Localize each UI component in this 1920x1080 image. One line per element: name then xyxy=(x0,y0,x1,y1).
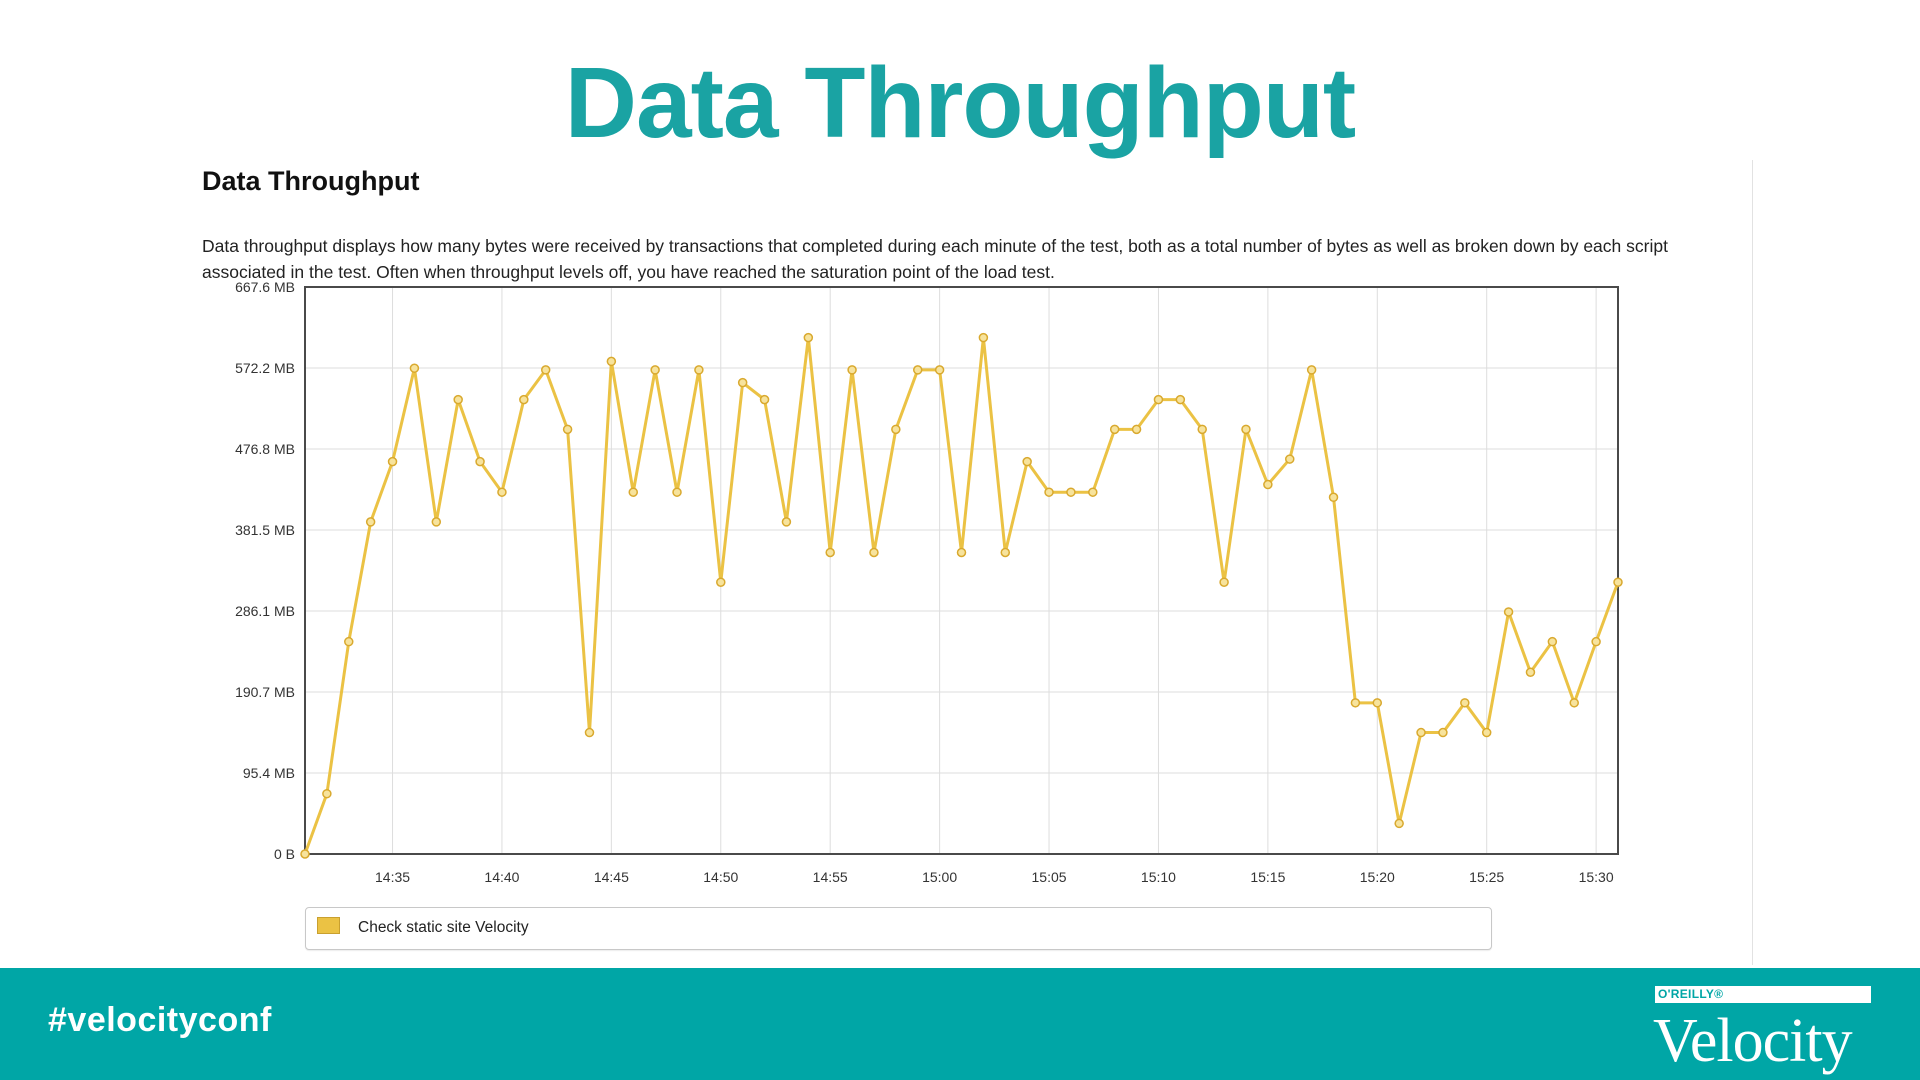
data-point xyxy=(628,487,638,497)
x-tick-label: 15:10 xyxy=(1141,869,1176,885)
footer-bar: #velocityconf O'REILLY® Velocity xyxy=(0,968,1920,1080)
y-tick-label: 286.1 MB xyxy=(235,603,295,619)
panel-divider xyxy=(1752,160,1753,965)
data-point xyxy=(606,356,617,367)
data-point xyxy=(1569,698,1579,708)
data-point xyxy=(1044,487,1054,497)
data-point xyxy=(1306,365,1317,375)
oreilly-logo-strip: O'REILLY® xyxy=(1655,986,1871,1003)
data-point xyxy=(519,394,529,405)
data-point xyxy=(322,788,332,799)
data-point xyxy=(1372,698,1383,708)
data-point xyxy=(1350,698,1361,708)
data-point xyxy=(562,424,573,435)
footer-hashtag: #velocityconf xyxy=(48,1001,272,1039)
data-point xyxy=(1153,394,1164,405)
chart-legend: Check static site Velocity xyxy=(305,907,1492,950)
data-point xyxy=(672,487,682,497)
data-point xyxy=(1000,547,1011,558)
x-tick-label: 14:55 xyxy=(813,869,848,885)
plot-area xyxy=(305,287,1618,854)
data-point xyxy=(1328,492,1339,503)
legend-label[interactable]: Check static site Velocity xyxy=(358,919,529,936)
data-point xyxy=(1219,577,1229,587)
data-point xyxy=(1022,456,1032,467)
data-point xyxy=(737,377,748,388)
data-point xyxy=(409,363,420,373)
data-point xyxy=(1525,667,1536,677)
data-point xyxy=(387,456,398,467)
velocity-logo: Velocity xyxy=(1653,1007,1853,1075)
data-point xyxy=(540,365,551,375)
data-point xyxy=(891,424,901,435)
data-point xyxy=(1438,727,1448,738)
data-point xyxy=(1481,727,1492,738)
x-tick-label: 14:35 xyxy=(375,869,410,885)
data-point xyxy=(912,365,923,375)
data-point xyxy=(978,332,989,343)
data-point xyxy=(759,394,770,405)
data-point xyxy=(716,577,726,587)
section-heading: Data Throughput xyxy=(202,166,420,196)
data-point xyxy=(934,365,945,375)
y-tick-label: 476.8 MB xyxy=(235,441,295,457)
x-tick-label: 15:00 xyxy=(922,869,957,885)
data-point xyxy=(956,547,967,558)
data-point xyxy=(497,487,507,497)
tick-layer: 0 B 95.4 MB 190.7 MB 286.1 MB 381.5 MB 476.8 … xyxy=(235,279,1614,885)
throughput-chart: 0 B 95.4 MB 190.7 MB 286.1 MB 381.5 MB 476.8 … xyxy=(235,279,1623,885)
data-point xyxy=(365,517,376,527)
data-point xyxy=(1613,577,1623,587)
x-tick-label: 15:30 xyxy=(1579,869,1614,885)
data-point xyxy=(584,727,595,738)
series-layer xyxy=(300,332,1623,859)
x-tick-label: 15:05 xyxy=(1032,869,1067,885)
data-point xyxy=(1175,394,1186,405)
data-point xyxy=(1394,818,1404,829)
plot-frame xyxy=(304,286,1619,855)
data-point xyxy=(847,365,857,375)
data-point xyxy=(1460,698,1470,708)
x-tick-label: 15:20 xyxy=(1360,869,1395,885)
data-point xyxy=(453,394,463,405)
data-point xyxy=(1066,487,1076,497)
data-point xyxy=(1503,607,1514,617)
data-point xyxy=(781,517,792,527)
oreilly-logo-text: O'REILLY® xyxy=(1658,987,1724,1001)
slide-title: Data Throughput xyxy=(564,47,1356,159)
data-point xyxy=(825,547,835,558)
y-tick-label: 0 B xyxy=(274,846,295,862)
data-point xyxy=(1088,487,1098,497)
data-point xyxy=(1263,479,1273,490)
grid-layer xyxy=(305,287,1618,854)
y-tick-label: 381.5 MB xyxy=(235,522,295,538)
y-tick-label: 572.2 MB xyxy=(235,360,295,376)
data-point xyxy=(1241,424,1251,435)
x-tick-label: 14:40 xyxy=(484,869,519,885)
data-point xyxy=(1285,454,1295,464)
data-point xyxy=(1109,424,1120,435)
y-tick-label: 190.7 MB xyxy=(235,684,295,700)
y-tick-label: 667.6 MB xyxy=(235,279,295,295)
data-point xyxy=(300,849,310,859)
data-point xyxy=(650,365,660,375)
section-description: Data throughput displays how many bytes … xyxy=(202,236,1668,282)
x-tick-label: 14:50 xyxy=(703,869,738,885)
data-point xyxy=(1591,636,1601,647)
data-point xyxy=(1131,424,1142,435)
data-point xyxy=(475,456,485,467)
x-tick-label: 15:15 xyxy=(1250,869,1285,885)
data-point xyxy=(1197,424,1207,435)
y-tick-label: 95.4 MB xyxy=(243,765,295,781)
data-point xyxy=(1547,636,1558,647)
data-point xyxy=(869,547,879,558)
data-point xyxy=(803,332,814,343)
data-point xyxy=(694,365,704,375)
data-point xyxy=(1416,727,1426,738)
data-point xyxy=(344,636,354,647)
x-tick-label: 15:25 xyxy=(1469,869,1504,885)
x-tick-label: 14:45 xyxy=(594,869,629,885)
data-point xyxy=(431,517,442,527)
legend-swatch[interactable] xyxy=(317,917,340,934)
